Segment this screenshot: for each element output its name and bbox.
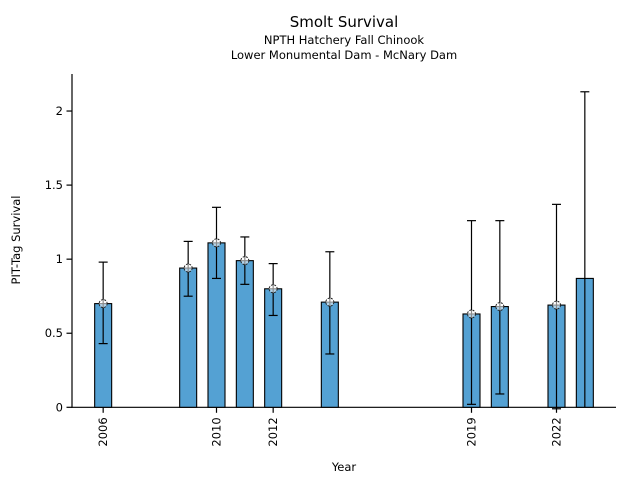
point-marker-2009 [183, 263, 193, 273]
x-tick-label: 2012 [266, 417, 280, 446]
x-axis-label: Year [331, 460, 357, 474]
x-tick-label: 2019 [465, 417, 479, 446]
y-tick-label: 1 [56, 252, 63, 266]
point-marker-2011 [240, 256, 250, 266]
y-tick-label: 2 [56, 104, 63, 118]
plot-area: 0 0.5 1 1.5 2 2006 2010 2012 2019 2022 [45, 74, 616, 447]
point-marker-2020 [495, 302, 505, 312]
point-marker-2006 [98, 299, 108, 309]
y-tick-label: 1.5 [45, 178, 63, 192]
point-marker-2014 [325, 297, 335, 307]
y-tick-label: 0 [56, 400, 63, 414]
y-tick-label: 0.5 [45, 326, 63, 340]
point-marker-2012 [268, 284, 278, 294]
point-marker-2022 [552, 300, 561, 310]
x-tick-label: 2006 [96, 417, 110, 446]
chart-subtitle-line1: NPTH Hatchery Fall Chinook [264, 33, 424, 47]
chart-subtitle-line2: Lower Monumental Dam - McNary Dam [231, 48, 457, 62]
chart-title: Smolt Survival [290, 13, 399, 31]
point-marker-2010 [212, 238, 221, 248]
point-marker-2019 [467, 309, 476, 319]
x-tick-label: 2010 [210, 417, 224, 446]
y-axis-label: PIT-Tag Survival [9, 196, 23, 285]
x-tick-label: 2022 [550, 417, 564, 446]
